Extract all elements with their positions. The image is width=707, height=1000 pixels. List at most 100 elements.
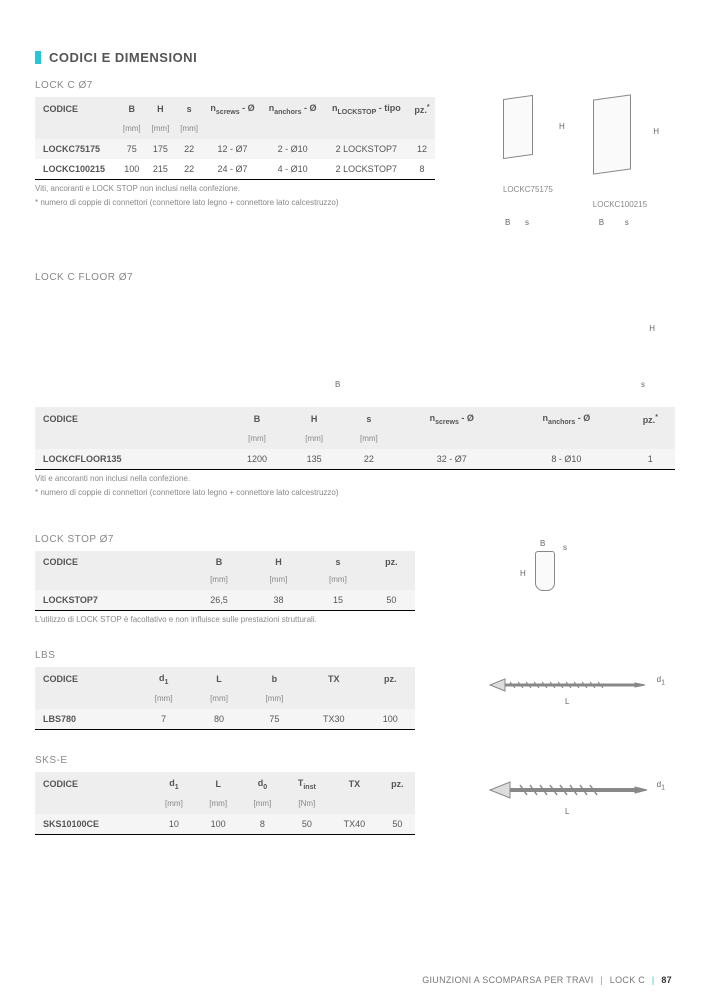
table-row: SKS10100CE 10 100 8 50 TX40 50 bbox=[35, 814, 415, 835]
floor-note1: Viti e ancoranti non inclusi nella confe… bbox=[35, 474, 672, 484]
cell: 50 bbox=[285, 814, 330, 835]
unit: [mm] bbox=[191, 692, 246, 709]
unit: [mm] bbox=[342, 432, 397, 449]
section-title: CODICI E DIMENSIONI bbox=[35, 50, 672, 65]
col: pz. bbox=[380, 772, 415, 797]
col: nanchors - Ø bbox=[507, 407, 625, 432]
cell: 100 bbox=[117, 159, 146, 180]
col: pz. bbox=[366, 667, 416, 692]
dim-l: L bbox=[565, 697, 569, 706]
cell: 32 - Ø7 bbox=[396, 449, 507, 470]
cell: 2 - Ø10 bbox=[262, 139, 324, 159]
cell: 50 bbox=[380, 814, 415, 835]
col: nscrews - Ø bbox=[396, 407, 507, 432]
footer: GIUNZIONI A SCOMPARSA PER TRAVI | LOCK C… bbox=[422, 975, 672, 985]
dim-b: B bbox=[540, 539, 545, 548]
sks-title: SKS-E bbox=[35, 755, 672, 766]
table-row: LOCKSTOP7 26,5 38 15 50 bbox=[35, 590, 415, 611]
header-row: CODICE d1 L d0 Tinst TX pz. bbox=[35, 772, 415, 797]
cell: 38 bbox=[249, 590, 308, 611]
cell: TX30 bbox=[302, 709, 365, 730]
col: pz.* bbox=[626, 407, 675, 432]
col: pz. bbox=[368, 551, 415, 573]
dim-h: H bbox=[649, 324, 655, 333]
unit: [Nm] bbox=[285, 797, 330, 814]
cell: LOCKSTOP7 bbox=[35, 590, 189, 611]
cell: 1 bbox=[626, 449, 675, 470]
unit-row: [mm] [mm] [mm] bbox=[35, 692, 415, 709]
col: B bbox=[227, 407, 287, 432]
cell: TX40 bbox=[329, 814, 380, 835]
cell: LOCKC100215 bbox=[35, 159, 117, 180]
floor-diagram: H B s bbox=[35, 289, 675, 399]
unit: [mm] bbox=[146, 122, 175, 139]
header-row: CODICE B H s nscrews - Ø nanchors - Ø nL… bbox=[35, 97, 435, 122]
lockstop-table: CODICE B H s pz. [mm] [mm] [mm] LOCKSTOP… bbox=[35, 551, 415, 611]
col: CODICE bbox=[35, 772, 152, 797]
col: CODICE bbox=[35, 551, 189, 573]
header-row: CODICE B H s pz. bbox=[35, 551, 415, 573]
lockc-note2: * numero di coppie di connettori (connet… bbox=[35, 198, 435, 208]
screw-icon bbox=[485, 772, 655, 817]
cell: 50 bbox=[368, 590, 415, 611]
cell: 100 bbox=[196, 814, 240, 835]
lockstop-diagram: H B s bbox=[505, 551, 625, 621]
dim-s: s bbox=[641, 380, 645, 389]
cell: 7 bbox=[136, 709, 191, 730]
cell: 4 - Ø10 bbox=[262, 159, 324, 180]
sks-diagram: d1 L bbox=[485, 772, 665, 827]
cell: 26,5 bbox=[189, 590, 248, 611]
unit: [mm] bbox=[152, 797, 196, 814]
unit: [mm] bbox=[227, 432, 287, 449]
cell: 8 bbox=[409, 159, 435, 180]
sks-table: CODICE d1 L d0 Tinst TX pz. [mm] [mm] [m… bbox=[35, 772, 415, 835]
unit: [mm] bbox=[247, 692, 302, 709]
col-pz: pz.* bbox=[409, 97, 435, 122]
header-row: CODICE B H s nscrews - Ø nanchors - Ø pz… bbox=[35, 407, 675, 432]
diag-label: LOCKC75175 bbox=[503, 185, 553, 194]
dim-l: L bbox=[565, 807, 569, 816]
unit: [mm] bbox=[136, 692, 191, 709]
floor-title: LOCK C FLOOR Ø7 bbox=[35, 272, 672, 283]
lockc-diagram: H B s LOCKC75175 H B s LOCKC100215 bbox=[465, 97, 685, 247]
lockc-title: LOCK C Ø7 bbox=[35, 80, 672, 91]
cell: 22 bbox=[175, 139, 204, 159]
unit: [mm] bbox=[308, 573, 367, 590]
table-row: LOCKC100215 100 215 22 24 - Ø7 4 - Ø10 2… bbox=[35, 159, 435, 180]
dim-b: B bbox=[599, 218, 604, 227]
dim-s: s bbox=[625, 218, 629, 227]
cell: 135 bbox=[287, 449, 342, 470]
col: s bbox=[308, 551, 367, 573]
col-b: B bbox=[117, 97, 146, 122]
dim-h: H bbox=[559, 122, 565, 131]
unit-row: [mm] [mm] [mm] [Nm] bbox=[35, 797, 415, 814]
cell: 75 bbox=[247, 709, 302, 730]
footer-category: GIUNZIONI A SCOMPARSA PER TRAVI bbox=[422, 975, 593, 985]
col-codice: CODICE bbox=[35, 97, 117, 122]
cell: 24 - Ø7 bbox=[203, 159, 261, 180]
col-h: H bbox=[146, 97, 175, 122]
dim-b: B bbox=[505, 218, 510, 227]
cell: SKS10100CE bbox=[35, 814, 152, 835]
screw-icon bbox=[485, 667, 655, 707]
cell: 10 bbox=[152, 814, 196, 835]
col: s bbox=[342, 407, 397, 432]
col: d1 bbox=[136, 667, 191, 692]
lockc-table: CODICE B H s nscrews - Ø nanchors - Ø nL… bbox=[35, 97, 435, 180]
col: L bbox=[191, 667, 246, 692]
col: TX bbox=[329, 772, 380, 797]
unit: [mm] bbox=[240, 797, 284, 814]
unit-row: [mm] [mm] [mm] bbox=[35, 432, 675, 449]
col: b bbox=[247, 667, 302, 692]
lbs-table: CODICE d1 L b TX pz. [mm] [mm] [mm] LBS7… bbox=[35, 667, 415, 730]
dim-b: B bbox=[335, 380, 340, 389]
cell: 2 LOCKSTOP7 bbox=[324, 159, 409, 180]
cell: 215 bbox=[146, 159, 175, 180]
unit: [mm] bbox=[175, 122, 204, 139]
col: d0 bbox=[240, 772, 284, 797]
col: B bbox=[189, 551, 248, 573]
cell: 75 bbox=[117, 139, 146, 159]
unit: [mm] bbox=[196, 797, 240, 814]
unit: [mm] bbox=[249, 573, 308, 590]
cell: LOCKC75175 bbox=[35, 139, 117, 159]
